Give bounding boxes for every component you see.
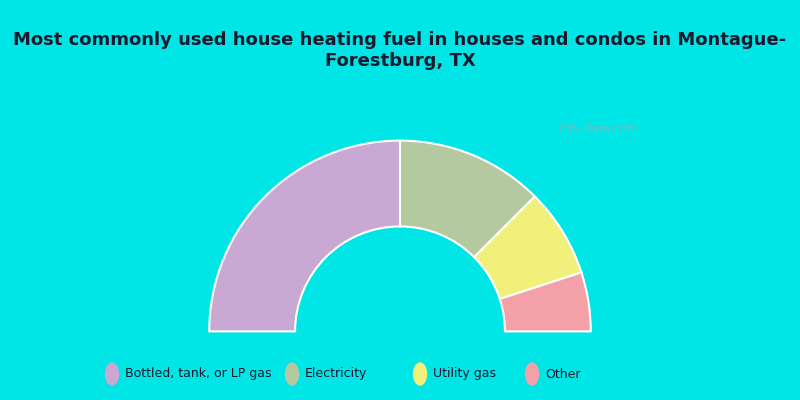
Text: Electricity: Electricity (305, 368, 367, 380)
Text: Bottled, tank, or LP gas: Bottled, tank, or LP gas (125, 368, 271, 380)
Wedge shape (210, 141, 400, 331)
Text: Most commonly used house heating fuel in houses and condos in Montague-
Forestbu: Most commonly used house heating fuel in… (14, 31, 786, 70)
Text: City-Data.com: City-Data.com (558, 124, 638, 134)
Wedge shape (474, 196, 582, 299)
Text: Utility gas: Utility gas (433, 368, 496, 380)
Text: Other: Other (545, 368, 580, 380)
Ellipse shape (105, 362, 119, 386)
Wedge shape (500, 272, 590, 331)
Wedge shape (400, 141, 535, 257)
Ellipse shape (525, 362, 539, 386)
Ellipse shape (413, 362, 427, 386)
Ellipse shape (285, 362, 299, 386)
